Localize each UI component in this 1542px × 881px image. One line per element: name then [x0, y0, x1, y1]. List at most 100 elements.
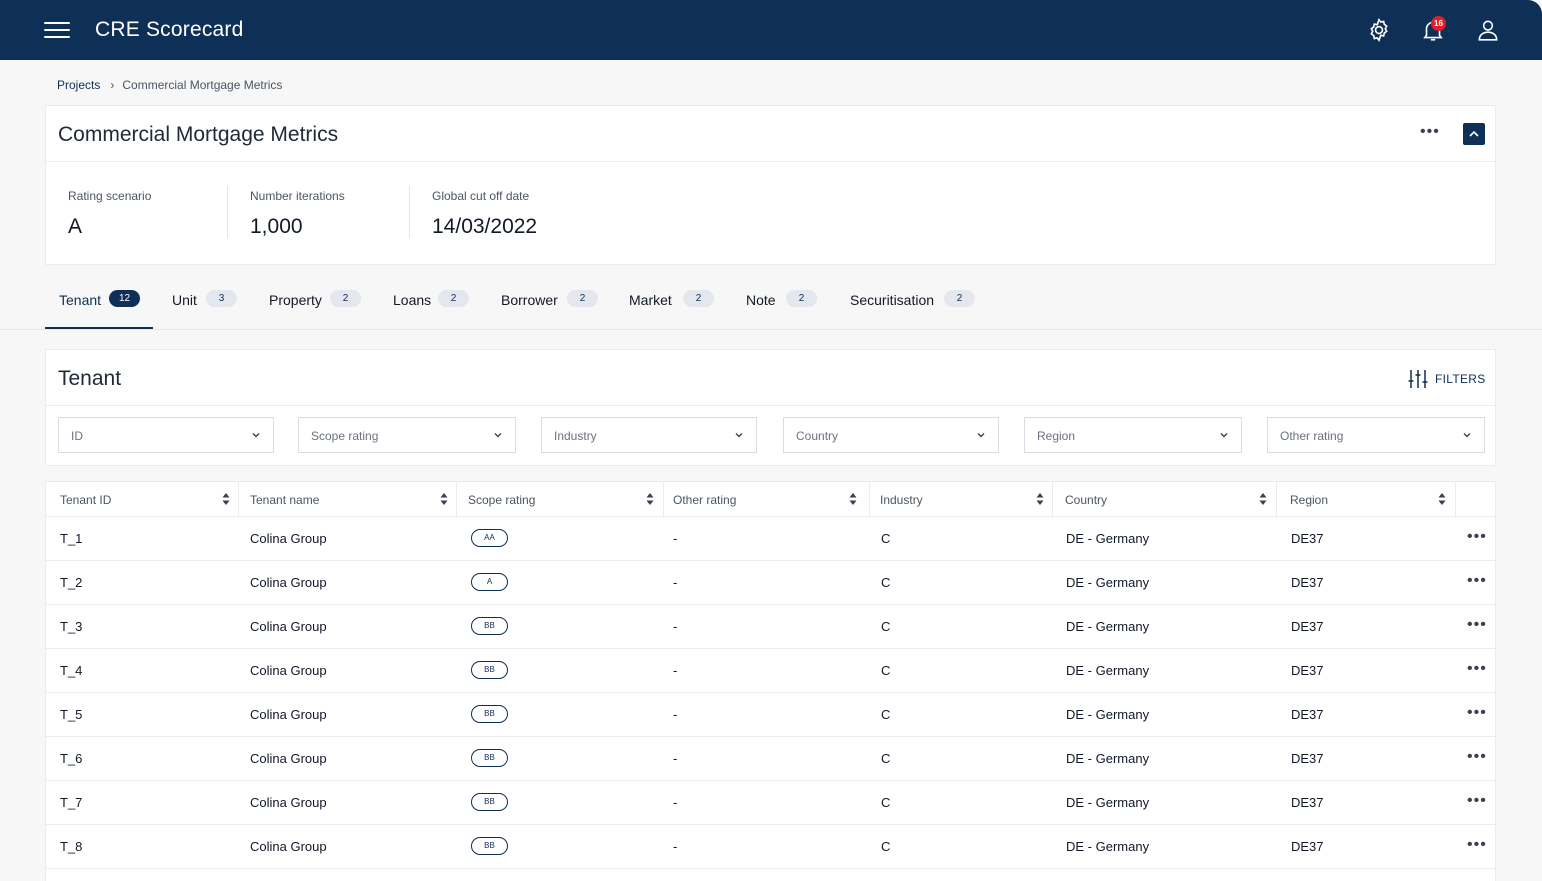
- select-placeholder: Scope rating: [311, 429, 379, 443]
- tenant-name-cell: Colina Group: [250, 619, 327, 634]
- country-cell: DE - Germany: [1066, 795, 1150, 810]
- industry-cell: C: [881, 575, 891, 590]
- column-header-other-rating[interactable]: Other rating: [673, 482, 867, 517]
- sort-icon[interactable]: [222, 493, 230, 505]
- row-more-button[interactable]: •••: [1467, 836, 1487, 853]
- filter-divider: [46, 405, 1495, 406]
- column-header-label: Tenant name: [250, 493, 320, 507]
- country-cell: DE - Germany: [1066, 619, 1150, 634]
- tenant-name-cell: Colina Group: [250, 575, 327, 590]
- column-header-scope-rating[interactable]: Scope rating: [468, 482, 662, 517]
- country-cell: DE - Germany: [1066, 663, 1150, 678]
- tenant-id-cell: T_8: [60, 839, 83, 854]
- chevron-down-icon: [1220, 433, 1228, 438]
- scope-rating-pill[interactable]: BB: [471, 705, 508, 723]
- table-row[interactable]: T_8 Colina Group BB - C DE - Germany DE3…: [46, 825, 1495, 869]
- project-more-button[interactable]: •••: [1420, 123, 1440, 140]
- user-icon[interactable]: [1475, 17, 1501, 43]
- row-more-button[interactable]: •••: [1467, 572, 1487, 589]
- other-rating-select[interactable]: Other rating: [1267, 417, 1485, 453]
- column-header-country[interactable]: Country: [1065, 482, 1271, 517]
- sort-icon[interactable]: [440, 493, 448, 505]
- country-select[interactable]: Country: [783, 417, 999, 453]
- tenant-filter-card: Tenant FILTERS ID Scope rating Industry …: [45, 349, 1496, 466]
- scope-rating-pill[interactable]: BB: [471, 617, 508, 635]
- sort-icon[interactable]: [849, 493, 857, 505]
- tenant-id-cell: T_6: [60, 751, 83, 766]
- tab-count-badge: 2: [567, 290, 598, 307]
- column-header-label: Tenant ID: [60, 493, 112, 507]
- column-header-tenant-name[interactable]: Tenant name: [250, 482, 450, 517]
- other-rating-cell: -: [673, 531, 678, 546]
- column-header-region[interactable]: Region: [1290, 482, 1450, 517]
- column-header-label: Scope rating: [468, 493, 536, 507]
- sort-icon[interactable]: [1036, 493, 1044, 505]
- tab-count-badge: 2: [438, 290, 469, 307]
- sort-icon[interactable]: [1438, 493, 1446, 505]
- tab-tenant[interactable]: Tenant 12: [45, 280, 153, 330]
- country-cell: DE - Germany: [1066, 531, 1150, 546]
- filters-label: FILTERS: [1435, 372, 1486, 386]
- row-more-button[interactable]: •••: [1467, 748, 1487, 765]
- tenant-table: Tenant ID Tenant name Scope rating Other…: [45, 481, 1496, 881]
- scope-rating-pill[interactable]: AA: [471, 529, 508, 547]
- tenant-name-cell: Colina Group: [250, 531, 327, 546]
- stat-value: A: [68, 215, 83, 238]
- tabs-divider: [0, 329, 1542, 330]
- project-header-card: Commercial Mortgage Metrics ••• Rating s…: [45, 105, 1496, 265]
- scope-rating-select[interactable]: Scope rating: [298, 417, 516, 453]
- tenant-id-cell: T_4: [60, 663, 83, 678]
- chevron-down-icon: [1463, 433, 1471, 438]
- table-row[interactable]: T_3 Colina Group BB - C DE - Germany DE3…: [46, 605, 1495, 649]
- breadcrumb-projects-link[interactable]: Projects: [57, 78, 101, 92]
- table-row[interactable]: T_6 Colina Group BB - C DE - Germany DE3…: [46, 737, 1495, 781]
- table-row[interactable]: T_7 Colina Group BB - C DE - Germany DE3…: [46, 781, 1495, 825]
- stat-rating-scenario: Rating scenario A: [68, 189, 151, 239]
- table-row[interactable]: T_4 Colina Group BB - C DE - Germany DE3…: [46, 649, 1495, 693]
- industry-cell: C: [881, 839, 891, 854]
- scope-rating-pill[interactable]: BB: [471, 793, 508, 811]
- column-header-industry[interactable]: Industry: [880, 482, 1050, 517]
- table-row[interactable]: T_2 Colina Group A - C DE - Germany DE37…: [46, 561, 1495, 605]
- scope-rating-pill[interactable]: A: [471, 573, 508, 591]
- tab-label: Tenant: [59, 292, 102, 308]
- select-placeholder: Country: [796, 429, 839, 443]
- tenant-name-cell: Colina Group: [250, 839, 327, 854]
- tenant-id-cell: T_3: [60, 619, 83, 634]
- hamburger-menu-icon[interactable]: [44, 22, 70, 38]
- region-cell: DE37: [1291, 707, 1324, 722]
- column-header-tenant-id[interactable]: Tenant ID: [60, 482, 232, 517]
- collapse-button[interactable]: [1463, 123, 1485, 145]
- scope-rating-pill[interactable]: BB: [471, 661, 508, 679]
- scope-rating-pill[interactable]: BB: [471, 749, 508, 767]
- id-select[interactable]: ID: [58, 417, 274, 453]
- row-more-button[interactable]: •••: [1467, 528, 1487, 545]
- sliders-icon: [1408, 370, 1428, 388]
- gear-icon[interactable]: [1366, 17, 1392, 43]
- table-row[interactable]: T_5 Colina Group BB - C DE - Germany DE3…: [46, 693, 1495, 737]
- tenant-name-cell: Colina Group: [250, 663, 327, 678]
- filters-button[interactable]: FILTERS: [1407, 368, 1485, 390]
- tab-label: Property: [269, 292, 322, 308]
- column-header-label: Region: [1290, 493, 1329, 507]
- row-more-button[interactable]: •••: [1467, 660, 1487, 677]
- industry-cell: C: [881, 751, 891, 766]
- scope-rating-pill[interactable]: BB: [471, 837, 508, 855]
- active-tab-indicator: [45, 327, 153, 330]
- tenant-name-cell: Colina Group: [250, 795, 327, 810]
- row-more-button[interactable]: •••: [1467, 616, 1487, 633]
- other-rating-cell: -: [673, 663, 678, 678]
- tab-label: Market: [629, 292, 672, 308]
- region-select[interactable]: Region: [1024, 417, 1242, 453]
- industry-cell: C: [881, 663, 891, 678]
- industry-select[interactable]: Industry: [541, 417, 757, 453]
- sort-icon[interactable]: [646, 493, 654, 505]
- stat-separator: [409, 186, 410, 238]
- tenant-id-cell: T_2: [60, 575, 83, 590]
- table-row[interactable]: T_1 Colina Group AA - C DE - Germany DE3…: [46, 517, 1495, 561]
- sort-icon[interactable]: [1259, 493, 1267, 505]
- row-more-button[interactable]: •••: [1467, 704, 1487, 721]
- column-header-label: Other rating: [673, 493, 737, 507]
- breadcrumb: Projects › Commercial Mortgage Metrics: [57, 78, 282, 92]
- row-more-button[interactable]: •••: [1467, 792, 1487, 809]
